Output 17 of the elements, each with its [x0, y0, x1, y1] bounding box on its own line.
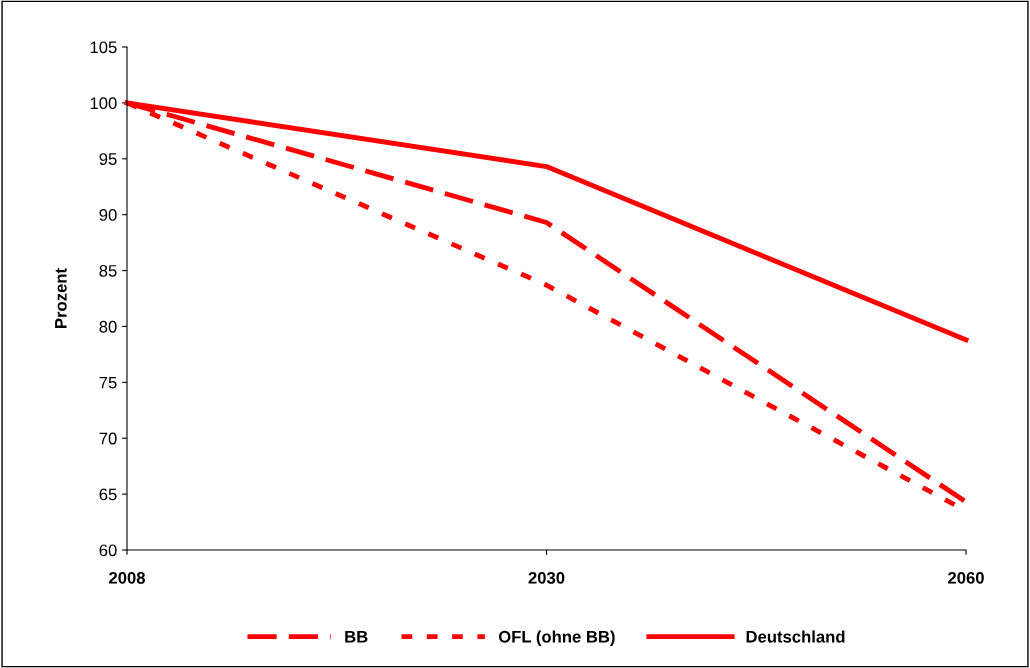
y-tick-label: 85 — [99, 264, 117, 277]
y-tick-label: 105 — [90, 41, 117, 54]
x-tick-label: 2060 — [948, 571, 984, 584]
legend-label: BB — [345, 631, 368, 643]
x-tick-label: 2030 — [528, 571, 565, 584]
y-tick-label: 80 — [99, 320, 117, 333]
x-tick-label: 2008 — [109, 571, 146, 584]
y-axis-title: Prozent — [55, 268, 67, 328]
legend-label: Deutschland — [746, 630, 845, 643]
legend-label: OFL (ohne BB) — [498, 630, 615, 646]
y-tick-label: 60 — [99, 544, 117, 557]
y-tick-label: 70 — [99, 432, 117, 445]
y-tick-label: 65 — [99, 488, 117, 501]
y-tick-label: 100 — [90, 97, 117, 110]
y-tick-label: 90 — [99, 209, 117, 221]
y-tick-label: 95 — [99, 153, 117, 165]
y-tick-label: 75 — [99, 376, 117, 389]
